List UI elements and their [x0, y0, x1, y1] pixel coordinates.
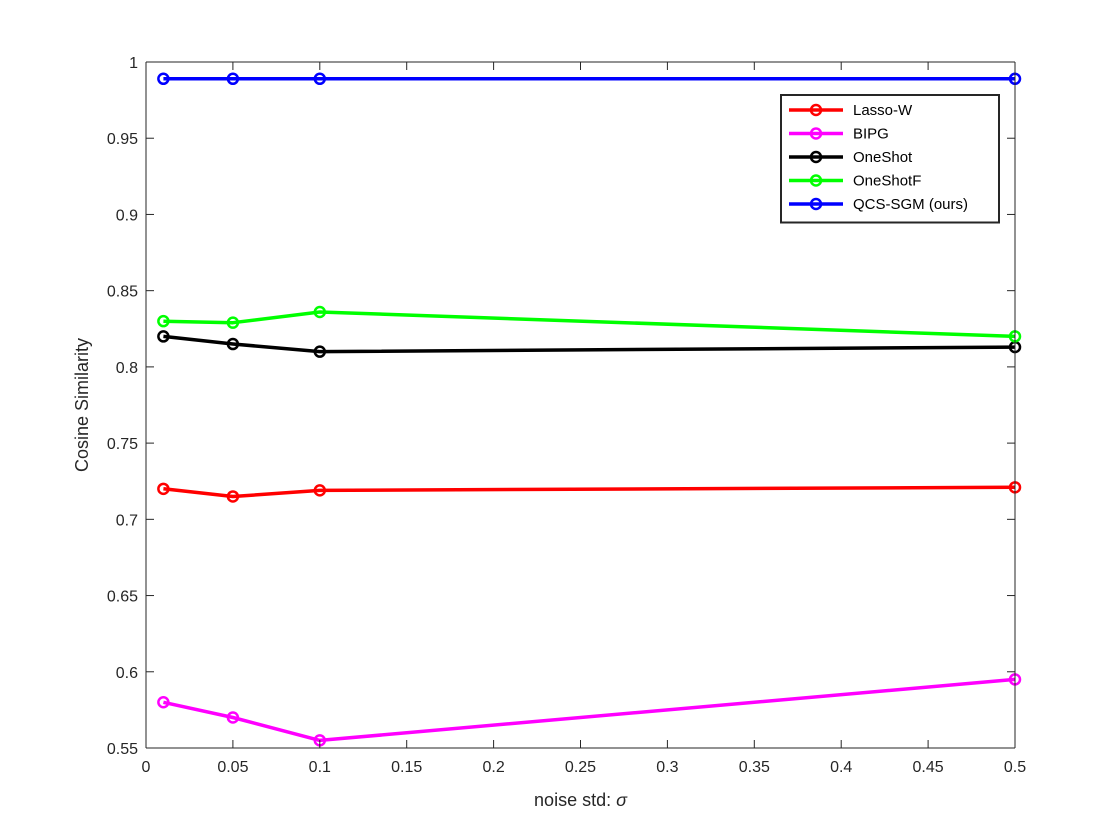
- legend-item: BIPG: [789, 126, 889, 143]
- x-tick-label: 0.05: [217, 759, 248, 776]
- x-tick-label: 0.1: [309, 759, 331, 776]
- data-point: [313, 305, 327, 319]
- legend-item: QCS-SGM (ours): [789, 196, 968, 213]
- data-point: [157, 482, 170, 496]
- y-tick-label: 0.55: [107, 741, 138, 758]
- x-tick-label: 0.15: [391, 759, 422, 776]
- y-tick-label: 1: [129, 55, 138, 72]
- data-point: [226, 711, 240, 724]
- y-tick-label: 0.65: [107, 589, 138, 606]
- data-point: [157, 72, 170, 86]
- y-axis-label: Cosine Similarity: [72, 338, 92, 472]
- legend-item: Lasso-W: [789, 102, 913, 119]
- data-point: [157, 696, 170, 709]
- data-point: [226, 316, 240, 329]
- legend-label: QCS-SGM (ours): [853, 196, 968, 213]
- y-tick-label: 0.95: [107, 131, 138, 148]
- legend-swatch-marker: [809, 127, 823, 140]
- data-point: [226, 490, 240, 503]
- legend-swatch-marker: [809, 197, 823, 211]
- y-tick-label: 0.85: [107, 284, 138, 301]
- legend-label: BIPG: [853, 126, 889, 143]
- x-axis-label-text: noise std:: [534, 790, 616, 810]
- y-tick-label: 0.8: [116, 360, 138, 377]
- data-point: [313, 484, 327, 497]
- legend-swatch-marker: [809, 103, 823, 117]
- data-point: [313, 72, 327, 86]
- x-tick-label: 0.5: [1004, 759, 1026, 776]
- series-line-1: [163, 677, 1016, 743]
- legend-item: OneShotF: [789, 173, 921, 190]
- y-tick-label: 0.7: [116, 512, 138, 529]
- legend-swatch-marker: [809, 174, 823, 187]
- series-line-2: [163, 334, 1016, 354]
- axes-layer: 0 0.05 0.1 0.15 0.2 0.25 0.3 0.35 0.4 0.45 0.5 0.55…: [107, 55, 1026, 776]
- data-point: [313, 345, 327, 358]
- legend-label: Lasso-W: [853, 102, 913, 119]
- data-point: [157, 314, 170, 328]
- x-tick-label: 0.3: [656, 759, 678, 776]
- legend-item: OneShot: [789, 149, 913, 166]
- legend-swatch-marker: [809, 150, 823, 164]
- series-line-0: [163, 485, 1016, 499]
- y-tick-label: 0.9: [116, 207, 138, 224]
- data-point: [226, 337, 240, 351]
- y-tick-label: 0.75: [107, 436, 138, 453]
- legend-label: OneShotF: [853, 173, 921, 190]
- x-axis-label: noise std: σ: [534, 790, 628, 810]
- y-tick-label: 0.6: [116, 665, 138, 682]
- x-tick-label: 0: [142, 759, 151, 776]
- x-tick-label: 0.2: [482, 759, 504, 776]
- series-line-3: [163, 310, 1016, 339]
- data-point: [157, 330, 170, 343]
- x-tick-label: 0.45: [913, 759, 944, 776]
- data-point: [226, 72, 240, 86]
- legend-label: OneShot: [853, 149, 913, 166]
- series-layer: [157, 72, 1022, 747]
- x-tick-label: 0.35: [739, 759, 770, 776]
- x-tick-label: 0.4: [830, 759, 852, 776]
- legend: Lasso-W BIPG OneShot OneShotF QCS-SGM (ours): [780, 94, 1000, 224]
- x-tick-label: 0.25: [565, 759, 596, 776]
- x-axis-label-symbol: σ: [616, 790, 628, 810]
